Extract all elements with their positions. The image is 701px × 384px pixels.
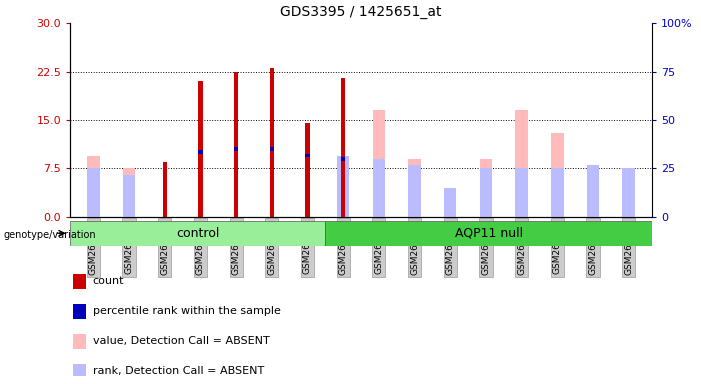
Bar: [234, 147, 238, 151]
Bar: [479, 159, 492, 217]
Bar: [270, 68, 274, 217]
Bar: [123, 175, 135, 217]
Title: GDS3395 / 1425651_at: GDS3395 / 1425651_at: [280, 5, 442, 19]
Bar: [444, 201, 456, 217]
Bar: [270, 147, 274, 151]
Bar: [408, 159, 421, 217]
Bar: [73, 334, 86, 349]
Bar: [73, 304, 86, 319]
Bar: [341, 78, 346, 217]
Bar: [87, 156, 100, 217]
Text: genotype/variation: genotype/variation: [4, 230, 96, 240]
Bar: [408, 165, 421, 217]
Text: percentile rank within the sample: percentile rank within the sample: [93, 306, 280, 316]
Bar: [123, 169, 135, 217]
Bar: [515, 169, 528, 217]
Bar: [337, 156, 349, 217]
Bar: [163, 162, 167, 217]
Bar: [87, 169, 100, 217]
Bar: [306, 154, 310, 157]
Bar: [373, 159, 385, 217]
Bar: [515, 110, 528, 217]
Bar: [73, 274, 86, 289]
Text: control: control: [176, 227, 219, 240]
Bar: [198, 81, 203, 217]
Bar: [444, 188, 456, 217]
Bar: [73, 364, 86, 379]
Bar: [325, 221, 652, 246]
Bar: [551, 169, 564, 217]
Bar: [587, 165, 599, 217]
Text: count: count: [93, 276, 124, 286]
Bar: [622, 169, 635, 217]
Bar: [587, 165, 599, 217]
Text: value, Detection Call = ABSENT: value, Detection Call = ABSENT: [93, 336, 269, 346]
Bar: [234, 71, 238, 217]
Bar: [341, 157, 346, 161]
Bar: [306, 123, 310, 217]
Text: rank, Detection Call = ABSENT: rank, Detection Call = ABSENT: [93, 366, 264, 376]
Bar: [198, 151, 203, 154]
Bar: [551, 133, 564, 217]
Bar: [622, 169, 635, 217]
Bar: [479, 169, 492, 217]
Bar: [70, 221, 325, 246]
Bar: [373, 110, 385, 217]
Text: AQP11 null: AQP11 null: [454, 227, 523, 240]
